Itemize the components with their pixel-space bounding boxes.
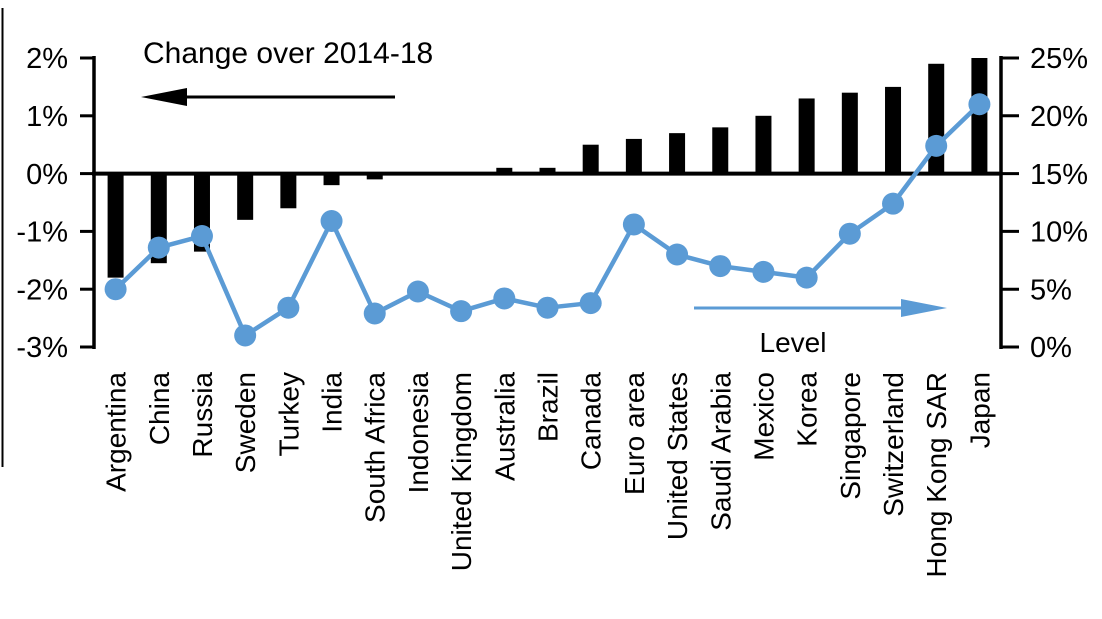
category-label-saudi-arabia: Saudi Arabia xyxy=(705,372,736,531)
line-series-label: Level xyxy=(760,327,827,358)
right-axis-tick-label: 5% xyxy=(1030,274,1072,306)
left-axis-tick-label: -2% xyxy=(16,274,68,306)
change-arrow-head-icon xyxy=(141,88,187,106)
bar-argentina xyxy=(107,173,124,278)
level-marker-japan xyxy=(968,93,991,116)
level-marker-brazil xyxy=(536,296,559,319)
level-marker-switzerland xyxy=(882,192,905,215)
bar-switzerland xyxy=(885,86,902,174)
level-marker-hong-kong-sar xyxy=(925,134,948,157)
bar-australia xyxy=(496,167,513,174)
category-label-korea: Korea xyxy=(792,372,823,447)
level-marker-canada xyxy=(579,292,602,315)
bar-south-africa xyxy=(366,173,383,180)
level-marker-indonesia xyxy=(406,280,429,303)
level-marker-sweden xyxy=(234,324,257,347)
level-marker-argentina xyxy=(104,278,127,301)
left-axis-tick-label: 1% xyxy=(26,101,68,133)
category-label-sweden: Sweden xyxy=(230,372,261,473)
level-marker-united-kingdom xyxy=(450,300,473,323)
level-marker-south-africa xyxy=(363,302,386,325)
left-axis-tick-label: 2% xyxy=(26,43,68,75)
level-marker-mexico xyxy=(752,260,775,283)
level-marker-india xyxy=(320,209,343,232)
category-label-singapore: Singapore xyxy=(835,372,866,500)
chart-title: Change over 2014-18 xyxy=(143,37,433,70)
level-arrow-right xyxy=(694,299,947,317)
level-marker-turkey xyxy=(277,296,300,319)
category-label-argentina: Argentina xyxy=(101,372,132,492)
left-axis-tick-label: -1% xyxy=(16,217,68,249)
bar-euro-area xyxy=(625,138,642,174)
right-axis-tick-label: 10% xyxy=(1030,217,1088,249)
category-label-hong-kong-sar: Hong Kong SAR xyxy=(921,372,952,577)
bar-canada xyxy=(582,144,599,174)
category-label-euro-area: Euro area xyxy=(619,372,650,495)
category-label-south-africa: South Africa xyxy=(360,372,391,523)
bar-india xyxy=(323,173,340,186)
right-axis-tick-label: 15% xyxy=(1030,159,1088,191)
right-axis-tick-label: 25% xyxy=(1030,43,1088,75)
bar-korea xyxy=(798,98,815,174)
level-marker-china xyxy=(147,236,170,259)
level-arrow-head-icon xyxy=(901,299,947,317)
level-marker-saudi-arabia xyxy=(709,255,732,278)
bar-japan xyxy=(971,58,988,174)
bar-mexico xyxy=(755,115,772,174)
category-label-united-kingdom: United Kingdom xyxy=(446,372,477,571)
bar-saudi-arabia xyxy=(712,127,729,174)
level-marker-euro-area xyxy=(622,213,645,236)
category-label-switzerland: Switzerland xyxy=(878,372,909,517)
category-label-india: India xyxy=(317,372,348,433)
bar-sweden xyxy=(237,173,254,220)
level-marker-united-states xyxy=(666,243,689,266)
level-marker-russia xyxy=(190,225,213,248)
bar-singapore xyxy=(841,92,858,174)
left-axis-tick-label: -3% xyxy=(16,332,68,364)
bar-brazil xyxy=(539,167,556,174)
category-label-indonesia: Indonesia xyxy=(403,372,434,494)
category-label-japan: Japan xyxy=(964,372,995,448)
category-label-united-states: United States xyxy=(662,372,693,540)
category-label-brazil: Brazil xyxy=(533,372,564,442)
change-arrow-left xyxy=(141,88,395,106)
category-label-australia: Australia xyxy=(489,372,520,481)
level-marker-singapore xyxy=(838,222,861,245)
level-marker-korea xyxy=(795,266,818,289)
right-axis-tick-label: 0% xyxy=(1030,332,1072,364)
category-label-russia: Russia xyxy=(187,372,218,458)
category-label-canada: Canada xyxy=(576,372,607,471)
category-label-china: China xyxy=(144,372,175,446)
right-axis-tick-label: 20% xyxy=(1030,101,1088,133)
bar-united-states xyxy=(669,133,686,174)
level-marker-australia xyxy=(493,287,516,310)
category-label-mexico: Mexico xyxy=(748,372,779,461)
bar-turkey xyxy=(280,173,297,209)
category-label-turkey: Turkey xyxy=(273,372,304,457)
left-axis-tick-label: 0% xyxy=(26,159,68,191)
bar-hong-kong-sar xyxy=(928,63,945,174)
